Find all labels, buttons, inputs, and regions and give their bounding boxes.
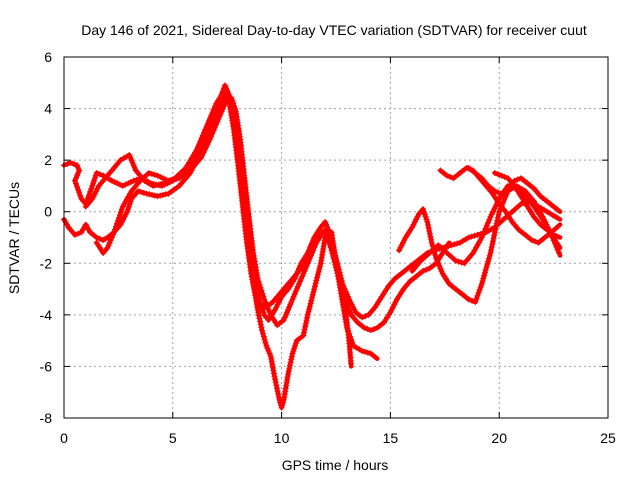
series-markers-8 [465, 164, 561, 213]
x-tick-label: 0 [60, 430, 68, 446]
x-tick-label: 5 [169, 430, 177, 446]
y-tick-label: -8 [40, 410, 53, 426]
x-tick-label: 15 [383, 430, 399, 446]
x-tick-label: 10 [274, 430, 290, 446]
chart-title: Day 146 of 2021, Sidereal Day-to-day VTE… [81, 22, 587, 38]
y-tick-label: 2 [44, 152, 52, 168]
plot-frame [63, 56, 609, 419]
x-axis-label: GPS time / hours [282, 457, 389, 473]
data-series-3 [82, 90, 452, 334]
x-tick-label: 20 [491, 430, 507, 446]
series-markers-9 [491, 170, 560, 240]
series-line-5 [396, 183, 563, 305]
tick-marks [63, 56, 609, 419]
x-tick-labels: 0 5 10 15 20 25 [60, 430, 616, 446]
series-markers-4 [93, 95, 561, 329]
y-tick-labels: -8 -6 -4 -2 0 2 4 6 [40, 49, 53, 426]
data-series-6 [409, 182, 563, 274]
y-tick-label: -4 [40, 307, 53, 323]
data-series-9 [491, 170, 563, 240]
data-series-4 [93, 95, 563, 329]
data-series-8 [465, 164, 563, 214]
y-tick-label: 4 [44, 101, 52, 117]
data-series-group [61, 82, 563, 411]
y-axis-label: SDTVAR / TECUs [6, 182, 22, 294]
y-tick-label: -6 [40, 358, 53, 374]
x-tick-label: 25 [600, 430, 616, 446]
y-tick-label: 6 [44, 49, 52, 65]
y-tick-label: -2 [40, 255, 53, 271]
y-tick-label: 0 [44, 204, 52, 220]
